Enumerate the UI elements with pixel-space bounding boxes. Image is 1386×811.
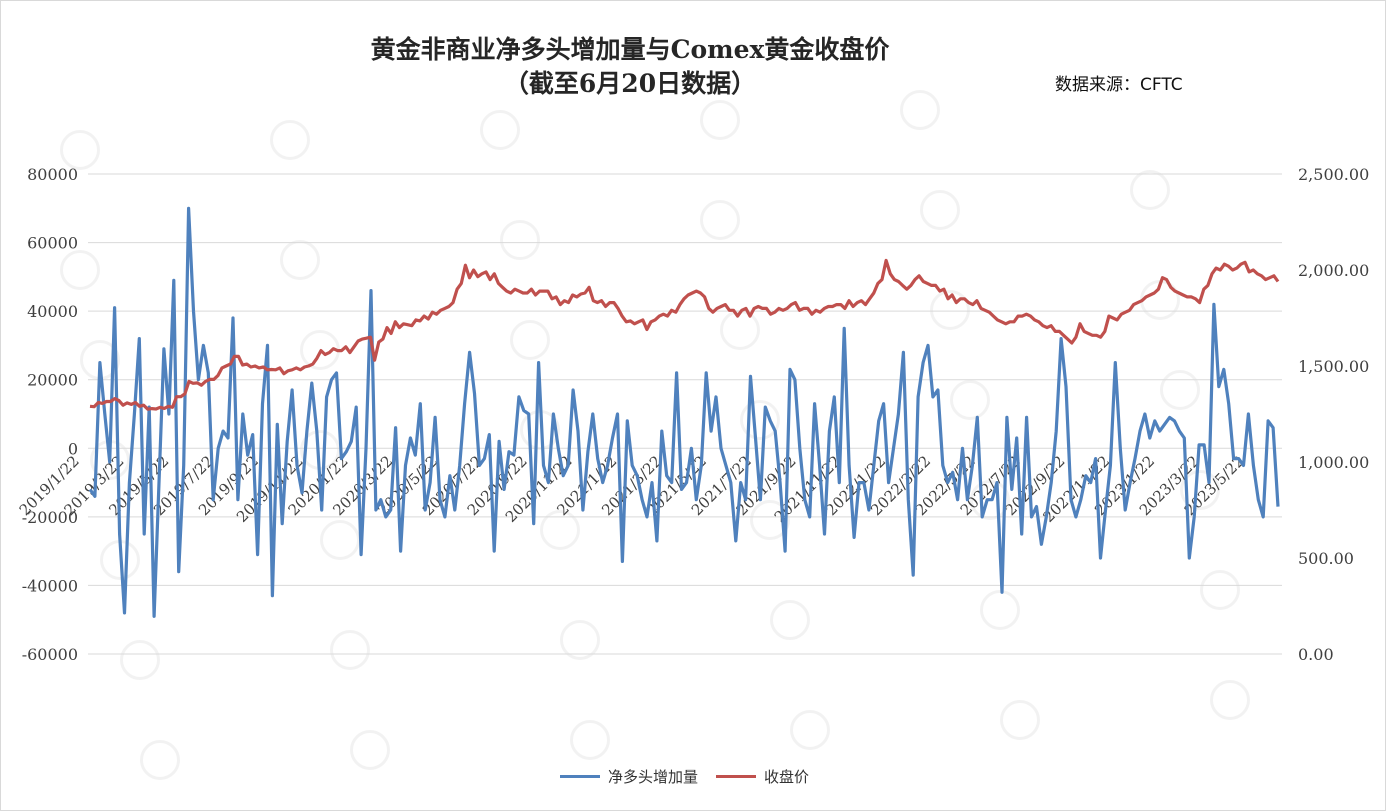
data-source-label: 数据来源：CFTC <box>1055 75 1183 95</box>
y-left-tick-label: 20000 <box>27 371 78 390</box>
y-left-tick-label: 60000 <box>27 234 78 253</box>
y-right-tick-label: 0.00 <box>1298 645 1334 664</box>
legend-label-close-price: 收盘价 <box>764 768 810 786</box>
legend-label-net-long: 净多头增加量 <box>608 768 699 786</box>
y-left-tick-label: 0 <box>68 439 78 458</box>
chart-title: 黄金非商业净多头增加量与Comex黄金收盘价 <box>370 35 890 64</box>
y-left-tick-label: -20000 <box>22 508 78 527</box>
series-line-close-price <box>89 258 1280 411</box>
chart-legend: 净多头增加量 收盘价 <box>560 764 860 790</box>
y-left-tick-label: 40000 <box>27 302 78 321</box>
series-line-net-long <box>88 206 1280 618</box>
y-left-tick-label: 80000 <box>27 165 78 184</box>
y-left-tick-label: -40000 <box>22 576 78 595</box>
y-right-tick-label: 2,500.00 <box>1298 165 1369 184</box>
y-right-tick-label: 2,000.00 <box>1298 261 1369 280</box>
legend-swatch-net-long <box>560 775 600 778</box>
y-right-tick-label: 1,000.00 <box>1298 453 1369 472</box>
y-left-tick-label: -60000 <box>22 645 78 664</box>
y-right-tick-label: 500.00 <box>1298 549 1354 568</box>
y-right-tick-label: 1,500.00 <box>1298 357 1369 376</box>
legend-swatch-close-price <box>716 775 756 778</box>
chart-subtitle: （截至6月20日数据） <box>503 69 757 98</box>
